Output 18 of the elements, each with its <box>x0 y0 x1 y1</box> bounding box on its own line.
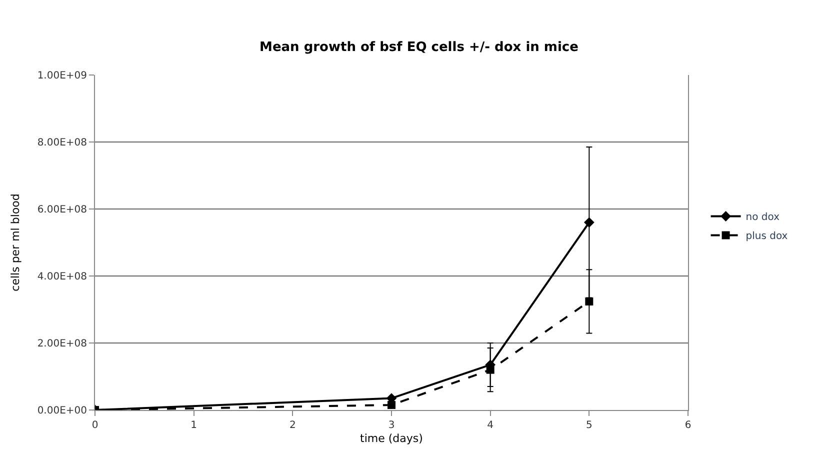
y-tick-label: 8.00E+08 <box>37 138 87 148</box>
legend-label: no dox <box>746 212 780 224</box>
x-tick-label: 6 <box>684 420 692 431</box>
x-tick-label: 1 <box>190 420 198 431</box>
legend-label: plus dox <box>746 231 788 242</box>
x-tick-label: 5 <box>586 420 592 431</box>
y-tick-label: 1.00E+09 <box>37 70 87 82</box>
y-tick-label: 6.00E+08 <box>37 204 87 216</box>
x-tick-label: 0 <box>92 420 98 431</box>
x-tick-label: 4 <box>487 420 494 431</box>
y-axis-title: cells per ml blood <box>8 194 22 292</box>
x-axis-title: time (days) <box>360 432 423 446</box>
y-tick-label: 0.00E+00 <box>37 406 87 416</box>
y-tick-label: 2.00E+08 <box>37 338 87 350</box>
x-tick-label: 3 <box>388 420 395 431</box>
y-tick-label: 4.00E+08 <box>37 272 87 282</box>
chart-title: Mean growth of bsf EQ cells +/- dox in mice <box>260 40 579 55</box>
x-tick-label: 2 <box>289 420 296 431</box>
